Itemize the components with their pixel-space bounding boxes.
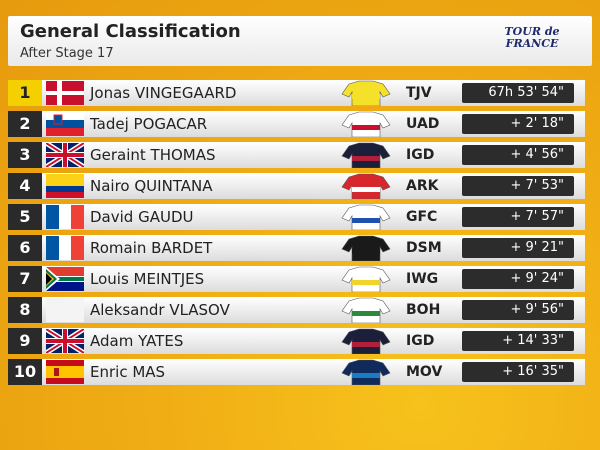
jersey	[341, 204, 391, 230]
rider-name: Geraint THOMAS	[90, 146, 216, 164]
flag	[46, 143, 84, 167]
flag	[46, 81, 84, 105]
rank: 4	[8, 173, 42, 199]
rank: 5	[8, 204, 42, 230]
team-code: IWG	[406, 271, 439, 287]
flag	[46, 329, 84, 353]
jersey	[341, 173, 391, 199]
time: + 7' 53"	[462, 176, 574, 196]
time: + 9' 21"	[462, 238, 574, 258]
team-code: ARK	[406, 178, 439, 194]
rider-name: David GAUDU	[90, 208, 194, 226]
jersey	[341, 235, 391, 261]
jersey	[341, 328, 391, 354]
rider-name: Aleksandr VLASOV	[90, 301, 230, 319]
time: + 9' 56"	[462, 300, 574, 320]
jersey	[341, 297, 391, 323]
team-code: BOH	[406, 302, 441, 318]
rank: 6	[8, 235, 42, 261]
table-row: 4 Nairo QUINTANA ARK + 7' 53"	[8, 173, 585, 199]
team-code: IGD	[406, 333, 435, 349]
time: + 4' 56"	[462, 145, 574, 165]
rank: 9	[8, 328, 42, 354]
flag	[46, 267, 84, 291]
subtitle: After Stage 17	[20, 46, 114, 61]
rider-name: Romain BARDET	[90, 239, 213, 257]
rider-name: Louis MEINTJES	[90, 270, 205, 288]
flag	[46, 236, 84, 260]
team-code: UAD	[406, 116, 440, 132]
rank: 3	[8, 142, 42, 168]
flag	[46, 298, 84, 322]
time: + 16' 35"	[462, 362, 574, 382]
flag	[46, 360, 84, 384]
title: General Classification	[20, 21, 241, 42]
table-row: 6 Romain BARDET DSM + 9' 21"	[8, 235, 585, 261]
team-code: MOV	[406, 364, 443, 380]
team-code: TJV	[406, 85, 432, 101]
rank: 10	[8, 359, 42, 385]
jersey	[341, 142, 391, 168]
logo: TOUR de FRANCE	[504, 25, 560, 50]
time: + 7' 57"	[462, 207, 574, 227]
header: General Classification After Stage 17 TO…	[8, 16, 592, 66]
rider-name: Enric MAS	[90, 363, 166, 381]
time: + 2' 18"	[462, 114, 574, 134]
time: + 9' 24"	[462, 269, 574, 289]
rider-name: Adam YATES	[90, 332, 184, 350]
flag	[46, 112, 84, 136]
team-code: DSM	[406, 240, 442, 256]
time: + 14' 33"	[462, 331, 574, 351]
rider-name: Nairo QUINTANA	[90, 177, 213, 195]
table-row: 1 Jonas VINGEGAARD TJV 67h 53' 54"	[8, 80, 585, 106]
team-code: GFC	[406, 209, 438, 225]
rider-name: Jonas VINGEGAARD	[90, 84, 237, 102]
table-row: 5 David GAUDU GFC + 7' 57"	[8, 204, 585, 230]
flag	[46, 205, 84, 229]
table-row: 2 Tadej POGACAR UAD + 2' 18"	[8, 111, 585, 137]
flag	[46, 174, 84, 198]
table-row: 3 Geraint THOMAS IGD + 4' 56"	[8, 142, 585, 168]
jersey	[341, 111, 391, 137]
rank: 1	[8, 80, 42, 106]
rank: 2	[8, 111, 42, 137]
rider-name: Tadej POGACAR	[90, 115, 208, 133]
table-row: 9 Adam YATES IGD + 14' 33"	[8, 328, 585, 354]
time: 67h 53' 54"	[462, 83, 574, 103]
table-row: 10 Enric MAS MOV + 16' 35"	[8, 359, 585, 385]
table-row: 8 Aleksandr VLASOV BOH + 9' 56"	[8, 297, 585, 323]
rank: 8	[8, 297, 42, 323]
jersey	[341, 359, 391, 385]
team-code: IGD	[406, 147, 435, 163]
jersey	[341, 266, 391, 292]
table-row: 7 Louis MEINTJES IWG + 9' 24"	[8, 266, 585, 292]
jersey	[341, 80, 391, 106]
rank: 7	[8, 266, 42, 292]
